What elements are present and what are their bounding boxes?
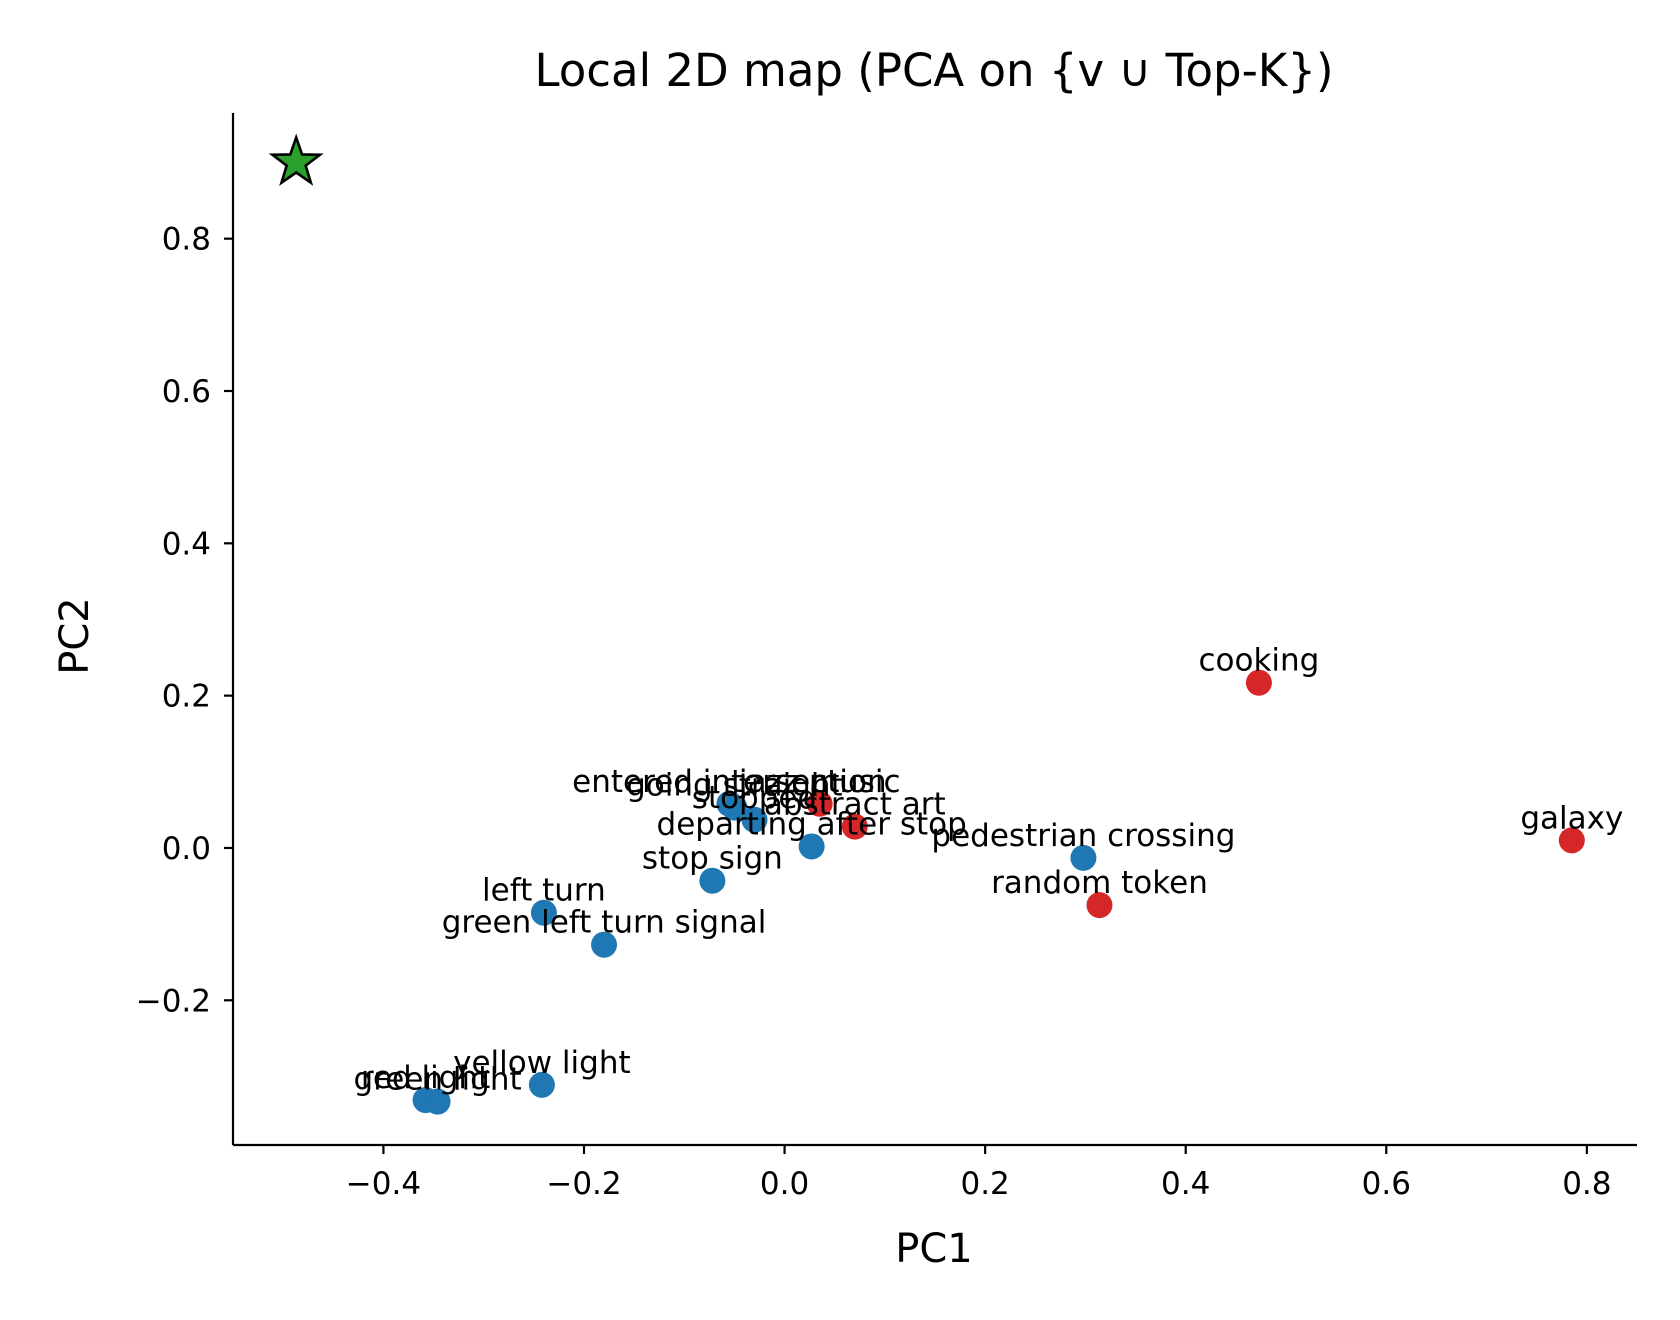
y-tick-label: 0.8 [162, 222, 211, 258]
data-point [741, 806, 768, 833]
query-star-marker [268, 133, 324, 186]
query-star-marker-group [268, 133, 324, 186]
x-ticks: −0.4 −0.2 0.0 0.2 0.4 0.6 0.8 [346, 1145, 1612, 1202]
x-tick-label: 0.4 [1161, 1166, 1210, 1202]
point-label: stopped [692, 780, 817, 816]
data-point [841, 813, 868, 840]
data-point [424, 1088, 451, 1115]
axes [231, 113, 1637, 1147]
x-tick-label: 0.2 [960, 1166, 1009, 1202]
point-label: entered intersection [572, 764, 887, 800]
x-axis-label: PC1 [895, 1226, 973, 1272]
point-label: galaxy [1520, 800, 1623, 836]
x-tick-label: −0.4 [346, 1166, 421, 1202]
data-point [798, 833, 825, 860]
data-point [528, 1071, 555, 1098]
y-tick-label: 0.2 [162, 679, 211, 715]
point-label: yellow light [453, 1045, 631, 1081]
y-ticks: −0.2 0.0 0.2 0.4 0.6 0.8 [136, 222, 233, 1019]
data-point [699, 867, 726, 894]
point-label: green light [354, 1062, 522, 1098]
point-label: green left turn signal [442, 905, 767, 941]
data-point [1070, 844, 1097, 871]
point-label: going straight [626, 768, 843, 804]
x-tick-label: 0.6 [1362, 1166, 1411, 1202]
y-tick-label: 0.4 [162, 526, 211, 562]
point-label: abstract art [764, 787, 946, 823]
data-point [1245, 669, 1272, 696]
chart-title: Local 2D map (PCA on {v ∪ Top-K}) [534, 44, 1333, 97]
y-tick-label: 0.6 [162, 374, 211, 410]
point-label: random token [991, 865, 1208, 901]
data-point [591, 931, 618, 958]
data-point [721, 794, 748, 821]
y-tick-label: −0.2 [136, 983, 211, 1019]
point-label: cooking [1198, 643, 1319, 679]
y-axis-label: PC2 [52, 597, 98, 675]
point-label: stop sign [642, 841, 783, 877]
x-tick-label: −0.2 [546, 1166, 621, 1202]
data-point [1558, 827, 1585, 854]
x-tick-label: 0.8 [1562, 1166, 1611, 1202]
data-point [1086, 892, 1113, 919]
data-points [412, 669, 1585, 1115]
data-point [530, 899, 557, 926]
point-label: pedestrian crossing [931, 818, 1235, 854]
y-tick-label: 0.0 [162, 831, 211, 867]
point-label: departing after stop [657, 806, 967, 842]
x-tick-label: 0.0 [760, 1166, 809, 1202]
point-label: jazz music [738, 764, 901, 800]
data-point [806, 790, 833, 817]
point-label: left turn [482, 873, 606, 909]
point-label: red light [361, 1060, 490, 1096]
